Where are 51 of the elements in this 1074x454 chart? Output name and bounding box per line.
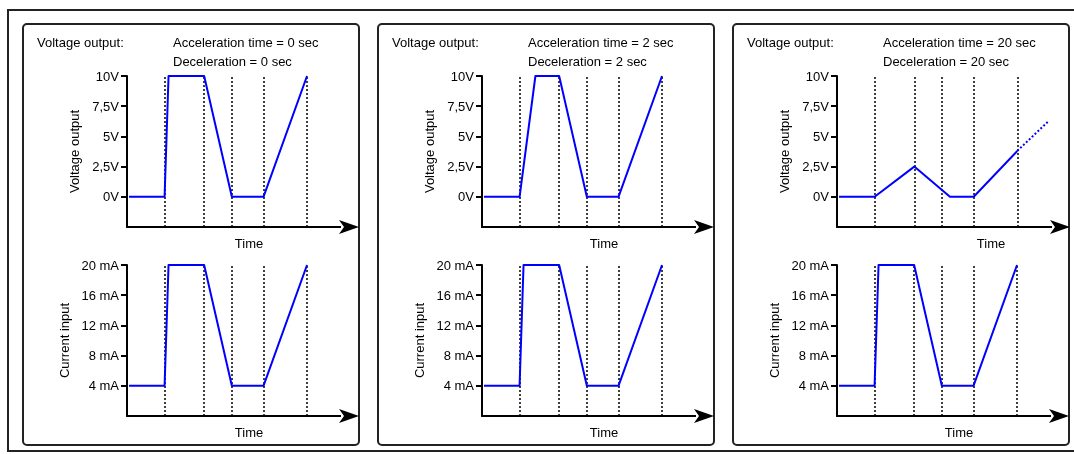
y-tick-label: 10V (805, 68, 830, 84)
y-tick-label: 8 mA (443, 348, 475, 364)
y-tick-label: 0V (813, 189, 830, 205)
y-axis-title: Voltage output (422, 109, 438, 194)
y-tick-label: 16 mA (436, 287, 475, 303)
y-tick-label: 8 mA (798, 348, 830, 364)
x-axis-title: Time (589, 236, 619, 251)
text: Acceleration time = 20 sec (883, 35, 1037, 50)
y-tick-label: 2,5V (447, 159, 475, 175)
y-tick-label: 7,5V (802, 98, 830, 114)
y-tick-label: 5V (813, 128, 830, 144)
y-tick-label: 16 mA (81, 287, 120, 303)
y-tick-label: 8 mA (88, 348, 120, 364)
y-tick-label: 2,5V (92, 159, 120, 175)
chart-title: Voltage output: (747, 35, 834, 50)
y-tick-label: 12 mA (791, 317, 830, 333)
x-axis-title: Time (234, 236, 264, 251)
y-axis-title: Current input (411, 302, 427, 379)
y-tick-label: 4 mA (88, 378, 120, 394)
y-tick-label: 5V (103, 128, 120, 144)
y-tick-label: 0V (458, 189, 475, 205)
y-axis-title: Current input (56, 302, 72, 379)
y-tick-label: 12 mA (436, 317, 475, 333)
y-tick-label: 7,5V (447, 98, 475, 114)
chart-title: Voltage output: (392, 35, 479, 50)
x-axis-title: Time (944, 425, 974, 440)
y-tick-label: 20 mA (791, 257, 830, 273)
x-axis-title: Time (976, 236, 1006, 251)
x-axis-title: Time (234, 425, 264, 440)
y-tick-label: 12 mA (81, 317, 120, 333)
y-tick-label: 4 mA (798, 378, 830, 394)
y-tick-label: 20 mA (81, 257, 120, 273)
y-tick-label: 10V (450, 68, 475, 84)
y-tick-label: 20 mA (436, 257, 475, 273)
y-axis-title: Current input (766, 302, 782, 379)
y-axis-title: Voltage output (777, 109, 793, 194)
y-tick-label: 2,5V (802, 159, 830, 175)
y-tick-label: 7,5V (92, 98, 120, 114)
y-tick-label: 10V (95, 68, 120, 84)
y-tick-label: 5V (458, 128, 475, 144)
x-axis-title: Time (589, 425, 619, 440)
y-tick-label: 4 mA (443, 378, 475, 394)
y-axis-title: Voltage output (67, 109, 83, 194)
text: Acceleration time = 2 sec (528, 35, 675, 50)
chart-title: Voltage output: (37, 35, 124, 50)
text: Deceleration = 2 sec (528, 54, 648, 69)
text: Deceleration = 0 sec (173, 54, 293, 69)
y-tick-label: 0V (103, 189, 120, 205)
text: Deceleration = 20 sec (883, 54, 1010, 69)
text: Acceleration time = 0 sec (173, 35, 320, 50)
y-tick-label: 16 mA (791, 287, 830, 303)
